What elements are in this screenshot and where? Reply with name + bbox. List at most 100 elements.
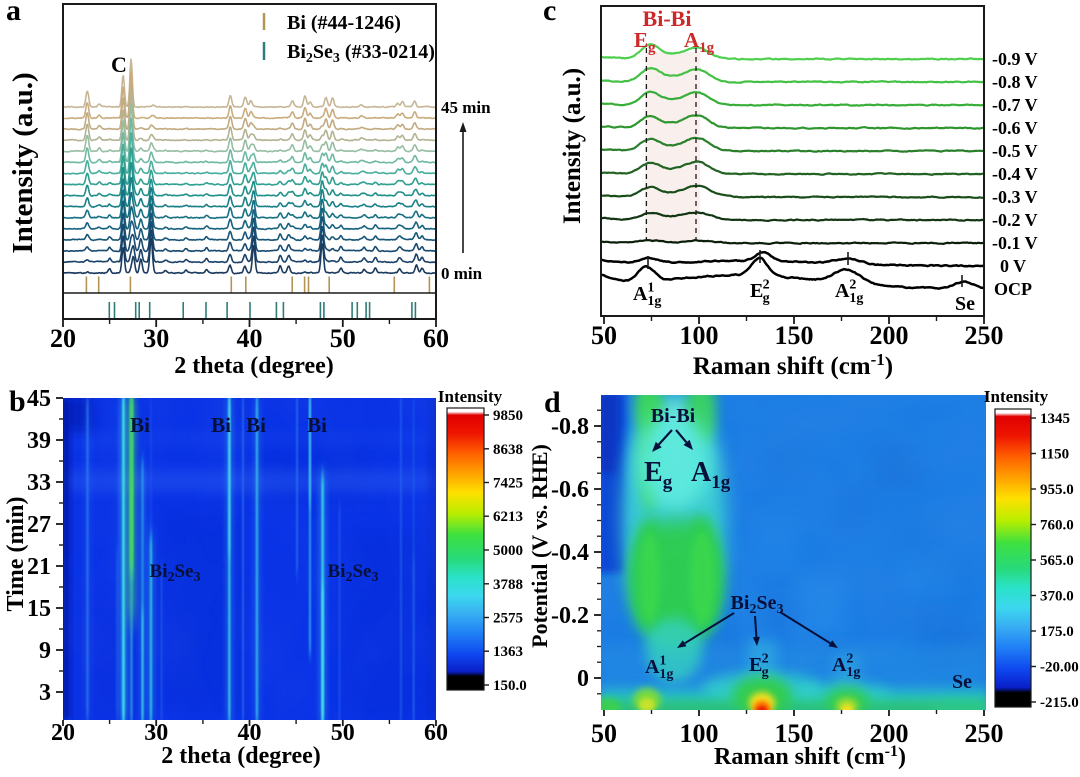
svg-text:Bi: Bi bbox=[130, 413, 150, 437]
svg-text:E: E bbox=[750, 280, 763, 302]
svg-text:100: 100 bbox=[680, 719, 719, 748]
svg-text:-0.4 V: -0.4 V bbox=[992, 164, 1038, 184]
svg-text:1g: 1g bbox=[846, 665, 860, 680]
svg-text:33: 33 bbox=[27, 470, 51, 496]
svg-text:39: 39 bbox=[27, 428, 51, 454]
svg-text:2: 2 bbox=[849, 278, 856, 293]
svg-text:A: A bbox=[832, 654, 847, 676]
svg-text:3: 3 bbox=[39, 680, 51, 706]
svg-text:50: 50 bbox=[330, 324, 356, 353]
svg-text:-0.8 V: -0.8 V bbox=[992, 72, 1038, 92]
svg-text:-20.00: -20.00 bbox=[1040, 660, 1079, 676]
svg-text:955.0: 955.0 bbox=[1040, 482, 1074, 498]
svg-text:0: 0 bbox=[577, 666, 589, 692]
svg-text:50: 50 bbox=[331, 720, 355, 746]
svg-text:30: 30 bbox=[144, 720, 168, 746]
svg-text:27: 27 bbox=[27, 512, 51, 538]
svg-text:200: 200 bbox=[870, 719, 909, 748]
svg-text:1g: 1g bbox=[659, 667, 673, 682]
svg-text:-0.9 V: -0.9 V bbox=[992, 49, 1038, 69]
svg-text:250: 250 bbox=[965, 321, 1004, 350]
svg-text:Intensity: Intensity bbox=[438, 387, 503, 406]
svg-text:21: 21 bbox=[27, 554, 51, 580]
svg-text:Time (min): Time (min) bbox=[3, 497, 29, 612]
svg-text:150: 150 bbox=[775, 719, 814, 748]
svg-text:A: A bbox=[633, 283, 648, 305]
svg-text:760.0: 760.0 bbox=[1040, 518, 1074, 534]
svg-text:-0.3 V: -0.3 V bbox=[992, 187, 1038, 207]
svg-text:2 theta (degree): 2 theta (degree) bbox=[174, 353, 334, 379]
svg-text:Potential (V vs. RHE): Potential (V vs. RHE) bbox=[527, 444, 552, 648]
svg-text:Raman shift (cm-1): Raman shift (cm-1) bbox=[693, 350, 893, 380]
svg-text:15: 15 bbox=[27, 596, 51, 622]
svg-text:Bi2Se3: Bi2Se3 bbox=[731, 592, 784, 617]
svg-text:C: C bbox=[111, 52, 127, 77]
svg-text:a: a bbox=[6, 0, 21, 27]
svg-text:2 theta (degree): 2 theta (degree) bbox=[161, 743, 321, 769]
svg-text:g: g bbox=[762, 665, 769, 680]
svg-text:2575: 2575 bbox=[493, 611, 523, 627]
svg-text:Raman shift (cm-1): Raman shift (cm-1) bbox=[714, 743, 906, 770]
svg-text:8638: 8638 bbox=[493, 442, 523, 458]
svg-text:45: 45 bbox=[27, 386, 51, 412]
svg-text:0 min: 0 min bbox=[441, 264, 483, 283]
svg-text:20: 20 bbox=[50, 324, 76, 353]
svg-text:Bi: Bi bbox=[211, 413, 231, 437]
svg-text:60: 60 bbox=[423, 324, 449, 353]
svg-text:Bi: Bi bbox=[307, 413, 327, 437]
svg-text:Bi2Se3: Bi2Se3 bbox=[150, 561, 201, 585]
svg-text:Se: Se bbox=[952, 671, 972, 693]
svg-text:-215.0: -215.0 bbox=[1040, 695, 1079, 711]
svg-text:50: 50 bbox=[591, 321, 617, 350]
svg-text:A: A bbox=[835, 280, 850, 302]
svg-text:9: 9 bbox=[39, 638, 51, 664]
svg-text:b: b bbox=[9, 385, 26, 418]
svg-text:175.0: 175.0 bbox=[1040, 624, 1074, 640]
svg-text:565.0: 565.0 bbox=[1040, 553, 1074, 569]
svg-text:-0.7 V: -0.7 V bbox=[992, 95, 1038, 115]
svg-text:Bi-Bi: Bi-Bi bbox=[643, 6, 692, 31]
svg-text:2: 2 bbox=[763, 278, 770, 293]
svg-text:Bi (#44-1246): Bi (#44-1246) bbox=[287, 12, 401, 34]
svg-text:Intensity (a.u.): Intensity (a.u.) bbox=[7, 72, 39, 253]
svg-text:g: g bbox=[763, 291, 770, 306]
svg-text:1363: 1363 bbox=[493, 644, 523, 660]
svg-text:150.0: 150.0 bbox=[493, 678, 527, 694]
svg-text:1345: 1345 bbox=[1040, 411, 1070, 427]
svg-text:c: c bbox=[543, 0, 556, 27]
svg-text:1g: 1g bbox=[849, 291, 863, 306]
svg-text:E: E bbox=[749, 654, 762, 676]
svg-text:1150: 1150 bbox=[1040, 447, 1069, 463]
svg-text:1: 1 bbox=[659, 654, 666, 669]
svg-text:370.0: 370.0 bbox=[1040, 589, 1074, 605]
svg-text:d: d bbox=[544, 386, 561, 419]
svg-text:Intensity: Intensity bbox=[984, 387, 1049, 406]
svg-text:100: 100 bbox=[680, 321, 719, 350]
svg-text:9850: 9850 bbox=[493, 408, 523, 424]
svg-text:2: 2 bbox=[846, 652, 853, 667]
svg-text:40: 40 bbox=[237, 324, 263, 353]
svg-text:Se: Se bbox=[955, 293, 975, 315]
svg-text:-0.2 V: -0.2 V bbox=[992, 210, 1038, 230]
svg-text:-0.5 V: -0.5 V bbox=[992, 141, 1038, 161]
svg-text:45 min: 45 min bbox=[441, 98, 491, 117]
svg-text:OCP: OCP bbox=[994, 279, 1032, 299]
svg-text:150: 150 bbox=[775, 321, 814, 350]
svg-text:1g: 1g bbox=[647, 294, 661, 309]
svg-text:50: 50 bbox=[591, 719, 617, 748]
svg-text:1: 1 bbox=[647, 281, 654, 296]
svg-text:-0.6 V: -0.6 V bbox=[992, 118, 1038, 138]
svg-text:250: 250 bbox=[965, 719, 1004, 748]
svg-text:Bi-Bi: Bi-Bi bbox=[651, 405, 696, 427]
svg-text:-0.2: -0.2 bbox=[551, 603, 589, 629]
svg-text:20: 20 bbox=[51, 720, 75, 746]
svg-text:6213: 6213 bbox=[493, 509, 523, 525]
svg-text:3788: 3788 bbox=[493, 577, 523, 593]
svg-text:0 V: 0 V bbox=[1000, 256, 1026, 276]
svg-text:5000: 5000 bbox=[493, 543, 523, 559]
svg-text:-0.4: -0.4 bbox=[551, 540, 589, 566]
svg-text:60: 60 bbox=[424, 720, 448, 746]
svg-text:-0.8: -0.8 bbox=[551, 414, 589, 440]
svg-text:-0.6: -0.6 bbox=[551, 477, 589, 503]
svg-text:A: A bbox=[645, 656, 660, 678]
